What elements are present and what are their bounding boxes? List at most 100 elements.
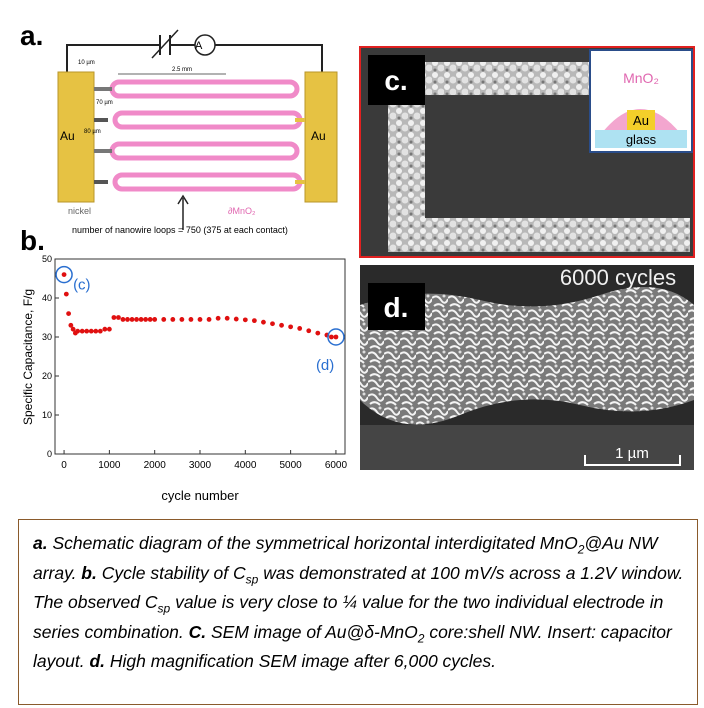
inset-label: Au — [633, 113, 649, 128]
caption-text: Schematic diagram of the symmetrical hor… — [47, 533, 578, 553]
panel-label: b. — [20, 225, 45, 256]
data-point — [79, 328, 85, 334]
loops-label: number of nanowire loops = 750 (375 at e… — [72, 225, 288, 235]
x-tick-label: 3000 — [189, 460, 212, 471]
figure: a. A 10 µm 2.5 mm 70 µm 80 µm Au Au nick… — [20, 20, 695, 503]
caption-bold: a. — [33, 533, 48, 553]
dimension: 10 µm — [78, 60, 95, 66]
data-point — [215, 315, 221, 321]
caption-sub: 2 — [417, 631, 425, 645]
shell-label: ∂MnO₂ — [228, 206, 256, 216]
annotation-ring — [55, 265, 73, 284]
annotation-ring — [327, 328, 345, 346]
data-point — [288, 324, 294, 330]
plot-frame — [54, 258, 346, 455]
data-point — [251, 318, 257, 324]
nickel-label: nickel — [68, 206, 91, 216]
dimension: 70 µm — [96, 100, 113, 106]
caption-text: core:shell NW. Insert: capacitor layout. — [33, 621, 672, 672]
y-tick-label: 10 — [42, 410, 52, 420]
x-tick-label: 1000 — [98, 460, 121, 471]
data-point — [63, 291, 69, 297]
data-point — [134, 317, 139, 322]
data-point — [68, 322, 74, 328]
caption-text: @Au NW array. — [33, 533, 658, 583]
data-point — [206, 317, 212, 322]
data-point — [279, 322, 284, 328]
y-tick-label: 0 — [47, 449, 52, 459]
data-point — [179, 317, 185, 322]
caption-sub: sp — [157, 601, 171, 616]
data-point — [88, 328, 94, 334]
x-tick-label: 5000 — [280, 460, 303, 471]
dimension: 2.5 mm — [172, 67, 192, 73]
inset-label: glass — [626, 132, 657, 147]
caption-bold: b. — [81, 562, 97, 583]
y-tick-label: 50 — [42, 254, 52, 264]
data-point — [102, 326, 108, 332]
data-point — [66, 311, 71, 316]
data-point — [93, 328, 99, 334]
caption-text: Cycle stability of C — [96, 562, 246, 583]
data-point — [261, 319, 266, 325]
data-point — [143, 317, 149, 322]
pad-label: Au — [60, 129, 75, 143]
panel-label: c. — [384, 65, 407, 96]
caption-sub: 2 — [577, 542, 585, 557]
nanowire-surface — [360, 287, 694, 425]
substrate — [360, 425, 694, 470]
data-point — [224, 315, 230, 321]
data-point — [125, 317, 130, 322]
annotation: (c) — [73, 277, 91, 294]
y-tick-label: 20 — [42, 371, 52, 381]
data-point — [111, 315, 117, 320]
data-point — [161, 317, 167, 322]
data-point — [233, 316, 239, 322]
x-axis-label: cycle number — [161, 488, 239, 503]
caption-text: SEM image of Au@δ-MnO — [206, 621, 418, 642]
annotation: (d) — [316, 357, 334, 374]
inset-base — [595, 130, 687, 148]
x-tick-label: 6000 — [325, 460, 348, 471]
x-tick-label: 0 — [61, 460, 67, 471]
data-point — [242, 317, 248, 323]
y-axis-label: Specific Capacitance, F/g — [21, 289, 35, 425]
pad-label: Au — [311, 129, 326, 143]
x-tick-label: 2000 — [144, 460, 167, 471]
caption-bold: C. — [188, 621, 207, 642]
label-box — [368, 55, 425, 105]
caption-text: High magnification SEM image after 6,000… — [105, 651, 497, 671]
data-point — [152, 317, 158, 322]
data-point — [116, 315, 121, 320]
data-point — [333, 334, 339, 340]
scale-label: 1 µm — [615, 445, 649, 462]
data-point — [129, 317, 135, 322]
inset-core — [627, 110, 655, 130]
data-point — [138, 317, 144, 322]
data-point — [306, 328, 312, 334]
data-point — [97, 328, 103, 334]
data-point — [70, 326, 76, 332]
caption-bold: d. — [89, 651, 105, 671]
data-point — [197, 317, 203, 322]
schematic — [57, 29, 338, 230]
data-point — [170, 317, 176, 322]
caption: a. Schematic diagram of the symmetrical … — [18, 519, 698, 705]
data-point — [315, 330, 321, 336]
data-point — [270, 321, 275, 327]
data-point — [329, 334, 334, 340]
ammeter-label: A — [195, 40, 203, 52]
label-box — [368, 283, 425, 330]
panel-label: d. — [384, 292, 409, 323]
y-tick-label: 30 — [42, 332, 52, 342]
dimension: 80 µm — [84, 129, 101, 135]
inset-label: MnO₂ — [623, 70, 659, 86]
data-point — [120, 317, 126, 322]
data-point — [147, 317, 153, 322]
data-point — [84, 328, 90, 334]
data-point — [188, 317, 194, 322]
data-point — [61, 272, 67, 277]
data-point — [106, 326, 112, 332]
caption-text: was demonstrated at 100 mV/s across a 1.… — [33, 562, 684, 613]
